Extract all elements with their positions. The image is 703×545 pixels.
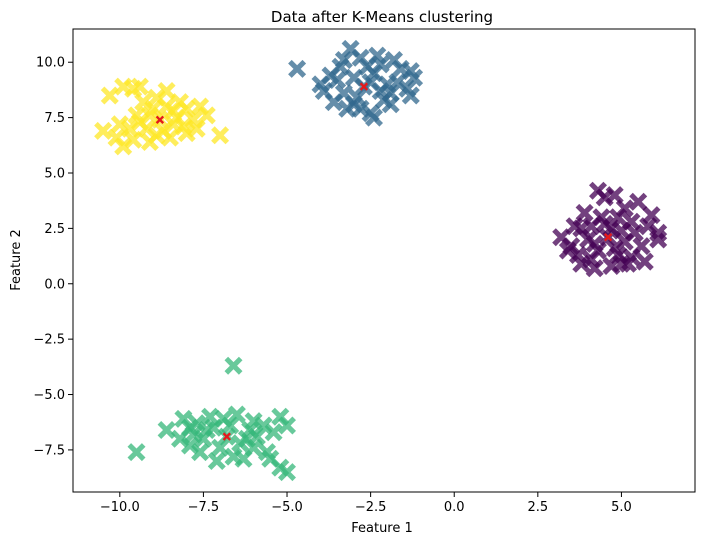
cluster-3-point bbox=[120, 119, 139, 138]
cluster-2-point bbox=[244, 438, 263, 457]
cluster-2-point bbox=[211, 438, 230, 457]
x-tick-label: −2.5 bbox=[355, 500, 387, 515]
cluster-0-point bbox=[609, 208, 628, 227]
cluster-0-point bbox=[589, 241, 607, 260]
cluster-3-point bbox=[114, 77, 133, 96]
cluster-0-point bbox=[589, 181, 607, 200]
cluster-2-point bbox=[181, 418, 199, 437]
cluster-2-point bbox=[264, 423, 283, 442]
cluster-2-point bbox=[157, 421, 176, 439]
cluster-0-point bbox=[612, 254, 631, 273]
cluster-3-point bbox=[134, 93, 153, 112]
points-layer bbox=[94, 39, 668, 482]
cluster-0-point bbox=[595, 214, 614, 233]
plot-frame bbox=[72, 28, 696, 493]
cluster-3-point bbox=[100, 86, 119, 105]
cluster-3-point bbox=[107, 128, 126, 147]
x-tick-label: 5.0 bbox=[611, 500, 632, 515]
cluster-3-point bbox=[184, 110, 203, 129]
cluster-3-point bbox=[157, 97, 176, 116]
cluster-0-point bbox=[629, 192, 648, 211]
chart-title: Data after K-Means clustering bbox=[271, 8, 493, 26]
y-tick-label: 2.5 bbox=[44, 222, 65, 237]
cluster-2-point bbox=[224, 356, 243, 375]
cluster-1-centroid bbox=[359, 82, 369, 91]
ticks-layer: −10.0 −7.5 −5.0 −2.5 0.0 2.5 5.0 −7.5 −5.0 −2.5 0.… bbox=[33, 56, 631, 515]
cluster-2-point bbox=[201, 407, 220, 426]
cluster-2-point bbox=[227, 405, 246, 424]
centroids-layer bbox=[155, 82, 613, 441]
cluster-0-point bbox=[582, 217, 601, 236]
cluster-3-point bbox=[147, 126, 166, 145]
cluster-3-point bbox=[130, 77, 149, 96]
cluster-1-point bbox=[361, 73, 380, 92]
cluster-1-point bbox=[351, 99, 370, 118]
y-tick-label: 5.0 bbox=[44, 166, 65, 181]
cluster-0-point bbox=[552, 228, 571, 247]
cluster-1-point bbox=[311, 75, 330, 94]
cluster-1-point bbox=[381, 84, 400, 103]
cluster-1-point bbox=[401, 86, 420, 105]
x-tick-label: 0.0 bbox=[444, 500, 465, 515]
cluster-0-point bbox=[635, 252, 654, 271]
y-tick-label: 7.5 bbox=[44, 111, 65, 126]
cluster-1-point bbox=[405, 68, 424, 87]
y-tick-label: 10.0 bbox=[36, 56, 65, 71]
cluster-2-point bbox=[127, 443, 146, 462]
cluster-2-point bbox=[207, 452, 226, 470]
cluster-0-point bbox=[569, 246, 587, 264]
cluster-0-centroid bbox=[603, 233, 613, 242]
y-tick-label: −7.5 bbox=[33, 443, 65, 458]
cluster-3-point bbox=[94, 121, 113, 140]
cluster-3-point bbox=[177, 99, 196, 118]
cluster-2-point bbox=[278, 416, 296, 435]
cluster-1-point bbox=[371, 55, 390, 74]
cluster-0-point bbox=[625, 223, 644, 242]
cluster-3-point bbox=[211, 126, 230, 145]
cluster-3-point bbox=[197, 106, 216, 125]
x-tick-label: −7.5 bbox=[188, 500, 220, 515]
cluster-0-point bbox=[585, 259, 604, 278]
cluster-2-centroid bbox=[222, 432, 231, 441]
cluster-3-centroid bbox=[155, 115, 165, 124]
cluster-0-point bbox=[565, 217, 584, 236]
y-axis-label: Feature 2 bbox=[9, 229, 24, 291]
cluster-1-point bbox=[334, 51, 353, 69]
cluster-1-point bbox=[288, 59, 307, 78]
cluster-1-point bbox=[344, 68, 363, 87]
x-tick-label: 2.5 bbox=[527, 500, 548, 515]
cluster-3-point bbox=[164, 115, 183, 134]
cluster-0-point bbox=[639, 217, 658, 236]
x-tick-label: −5.0 bbox=[271, 500, 303, 515]
y-tick-label: −5.0 bbox=[33, 388, 65, 403]
cluster-0-point bbox=[605, 239, 624, 258]
cluster-3-point bbox=[140, 106, 159, 125]
x-axis-label: Feature 1 bbox=[351, 521, 413, 536]
cluster-0-point bbox=[558, 241, 577, 260]
y-tick-label: −2.5 bbox=[33, 333, 65, 348]
cluster-1-point bbox=[358, 57, 377, 76]
cluster-2-point bbox=[221, 416, 240, 435]
cluster-3-point bbox=[177, 124, 196, 143]
cluster-2-point bbox=[224, 447, 243, 466]
cluster-2-point bbox=[197, 421, 216, 439]
cluster-2-point bbox=[278, 463, 296, 482]
cluster-1-point bbox=[388, 73, 407, 92]
y-tick-label: 0.0 bbox=[44, 277, 65, 292]
x-tick-label: −10.0 bbox=[100, 500, 140, 515]
